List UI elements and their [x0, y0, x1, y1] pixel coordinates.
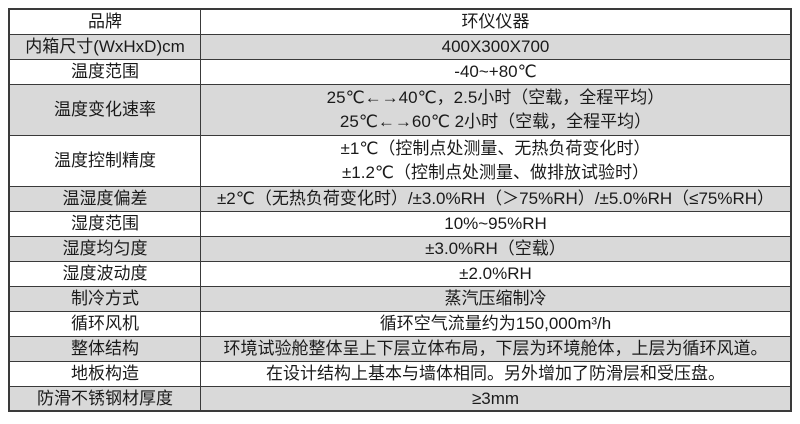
- row-label: 地板构造: [8, 360, 201, 387]
- row-label: 湿度范围: [8, 210, 201, 237]
- row-value: 环境试验舱整体呈上下层立体布局，下层为环境舱体，上层为循环风道。: [200, 335, 792, 362]
- value-line: ±1.2℃（控制点处测量、做排放试验时）: [341, 162, 650, 182]
- row-label: 整体结构: [8, 335, 201, 362]
- table-row: 湿度范围 10%~95%RH: [8, 210, 792, 237]
- row-value: 循环空气流量约为150,000m³/h: [200, 310, 792, 337]
- row-value: 400X300X700: [200, 33, 792, 60]
- table-row: 湿度波动度 ±2.0%RH: [8, 260, 792, 287]
- table-row: 防滑不锈钢材厚度 ≥3mm: [8, 385, 792, 412]
- table-row: 整体结构 环境试验舱整体呈上下层立体布局，下层为环境舱体，上层为循环风道。: [8, 335, 792, 362]
- value-line: 25℃←→40℃，2.5小时（空载，全程平均）: [326, 88, 665, 108]
- row-label: 温度控制精度: [8, 134, 201, 187]
- table-row: 循环风机 循环空气流量约为150,000m³/h: [8, 310, 792, 337]
- row-value: ±3.0%RH（空载）: [200, 235, 792, 262]
- row-value: 10%~95%RH: [200, 210, 792, 237]
- table-row: 地板构造 在设计结构上基本与墙体相同。另外增加了防滑层和受压盘。: [8, 360, 792, 387]
- row-value: ±2℃（无热负荷变化时）/±3.0%RH（＞75%RH）/±5.0%RH（≤75…: [200, 185, 792, 212]
- row-value: ±2.0%RH: [200, 260, 792, 287]
- row-label: 制冷方式: [8, 285, 201, 312]
- row-label: 湿度波动度: [8, 260, 201, 287]
- table-row: 温度范围 -40~+80℃: [8, 58, 792, 85]
- row-value: -40~+80℃: [200, 58, 792, 85]
- row-value: 在设计结构上基本与墙体相同。另外增加了防滑层和受压盘。: [200, 360, 792, 387]
- row-label: 温度变化速率: [8, 83, 201, 136]
- row-label: 湿度均匀度: [8, 235, 201, 262]
- table-row: 湿度均匀度 ±3.0%RH（空载）: [8, 235, 792, 262]
- row-value: ≥3mm: [200, 385, 792, 412]
- table-row: 温度变化速率 25℃←→40℃，2.5小时（空载，全程平均） 25℃←→60℃ …: [8, 83, 792, 136]
- table-row: 温湿度偏差 ±2℃（无热负荷变化时）/±3.0%RH（＞75%RH）/±5.0%…: [8, 185, 792, 212]
- row-label: 品牌: [8, 8, 201, 35]
- value-line: 25℃←→60℃ 2小时（空载，全程平均）: [339, 111, 652, 131]
- row-label: 温度范围: [8, 58, 201, 85]
- table-row: 品牌 环仪仪器: [8, 8, 792, 35]
- row-value: ±1℃（控制点处测量、无热负荷变化时） ±1.2℃（控制点处测量、做排放试验时）: [200, 134, 792, 187]
- row-value: 蒸汽压缩制冷: [200, 285, 792, 312]
- table-row: 温度控制精度 ±1℃（控制点处测量、无热负荷变化时） ±1.2℃（控制点处测量、…: [8, 134, 792, 187]
- table-row: 内箱尺寸(WxHxD)cm 400X300X700: [8, 33, 792, 60]
- row-label: 温湿度偏差: [8, 185, 201, 212]
- table-row: 制冷方式 蒸汽压缩制冷: [8, 285, 792, 312]
- value-line: ±1℃（控制点处测量、无热负荷变化时）: [340, 139, 651, 159]
- row-label: 防滑不锈钢材厚度: [8, 385, 201, 412]
- row-label: 循环风机: [8, 310, 201, 337]
- spec-table: 品牌 环仪仪器 内箱尺寸(WxHxD)cm 400X300X700 温度范围 -…: [8, 8, 792, 412]
- row-value: 25℃←→40℃，2.5小时（空载，全程平均） 25℃←→60℃ 2小时（空载，…: [200, 83, 792, 136]
- row-label: 内箱尺寸(WxHxD)cm: [8, 33, 201, 60]
- row-value: 环仪仪器: [200, 8, 792, 35]
